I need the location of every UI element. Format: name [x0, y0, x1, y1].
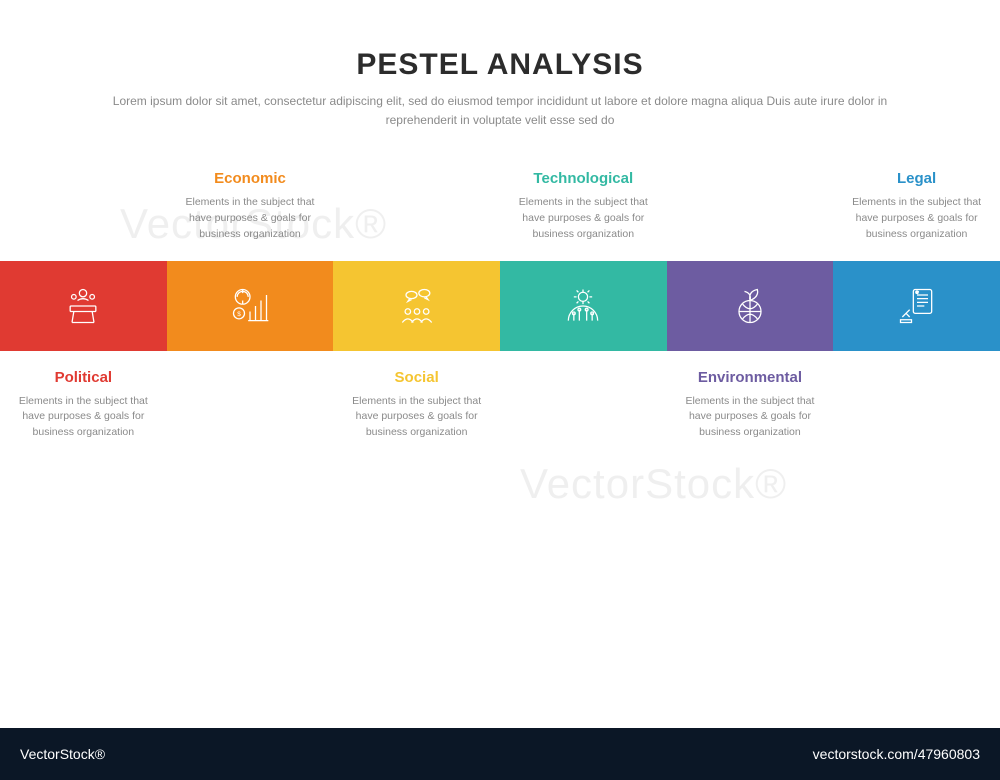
podium-icon: [61, 284, 105, 328]
category-political: Political Elements in the subject that h…: [0, 369, 167, 441]
labels-bottom-row: Political Elements in the subject that h…: [0, 369, 1000, 441]
category-environmental: Environmental Elements in the subject th…: [667, 369, 834, 441]
category-desc-economic: Elements in the subject that have purpos…: [177, 195, 324, 242]
icon-box-environmental: [667, 261, 834, 351]
category-legal: Legal Elements in the subject that have …: [833, 170, 1000, 242]
category-title-social: Social: [343, 369, 490, 386]
category-title-political: Political: [10, 369, 157, 386]
gavel-document-icon: [895, 284, 939, 328]
category-desc-technological: Elements in the subject that have purpos…: [510, 195, 657, 242]
pestel-diagram: Economic Elements in the subject that ha…: [0, 170, 1000, 441]
category-desc-political: Elements in the subject that have purpos…: [10, 394, 157, 441]
people-chat-icon: [395, 284, 439, 328]
icon-box-technological: [500, 261, 667, 351]
category-technological: Technological Elements in the subject th…: [500, 170, 667, 242]
icon-box-social: [333, 261, 500, 351]
category-title-economic: Economic: [177, 170, 324, 187]
icon-box-economic: $: [167, 261, 334, 351]
footer-bar: VectorStock® vectorstock.com/47960803: [0, 728, 1000, 780]
category-title-technological: Technological: [510, 170, 657, 187]
category-social: Social Elements in the subject that have…: [333, 369, 500, 441]
category-desc-environmental: Elements in the subject that have purpos…: [677, 394, 824, 441]
icon-strip: $: [0, 261, 1000, 351]
page-title: PESTEL ANALYSIS: [0, 48, 1000, 82]
footer-right: vectorstock.com/47960803: [813, 746, 980, 762]
header: PESTEL ANALYSIS Lorem ipsum dolor sit am…: [0, 0, 1000, 130]
icon-box-political: [0, 261, 167, 351]
tech-gear-icon: [561, 284, 605, 328]
category-desc-legal: Elements in the subject that have purpos…: [843, 195, 990, 242]
globe-leaf-icon: [728, 284, 772, 328]
footer-left: VectorStock®: [20, 746, 105, 762]
svg-text:$: $: [237, 311, 241, 318]
category-title-legal: Legal: [843, 170, 990, 187]
economy-chart-icon: $: [228, 284, 272, 328]
labels-top-row: Economic Elements in the subject that ha…: [0, 170, 1000, 242]
icon-box-legal: [833, 261, 1000, 351]
watermark: VectorStock®: [520, 460, 787, 508]
page-subtitle: Lorem ipsum dolor sit amet, consectetur …: [100, 92, 900, 130]
category-economic: Economic Elements in the subject that ha…: [167, 170, 334, 242]
category-desc-social: Elements in the subject that have purpos…: [343, 394, 490, 441]
category-title-environmental: Environmental: [677, 369, 824, 386]
